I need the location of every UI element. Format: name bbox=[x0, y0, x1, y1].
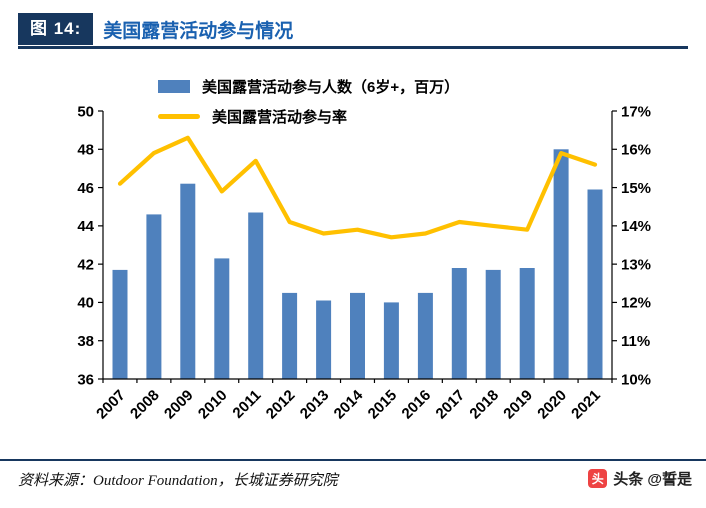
figure-label: 图 14: bbox=[18, 13, 94, 45]
watermark: 头 头条 @誓是 bbox=[588, 468, 692, 489]
x-axis-label: 2013 bbox=[297, 387, 333, 423]
x-axis-label: 2014 bbox=[331, 386, 367, 422]
y-left-label: 38 bbox=[77, 333, 94, 350]
y-right-label: 17% bbox=[621, 103, 651, 120]
y-right-label: 12% bbox=[621, 295, 651, 312]
x-axis-label: 2012 bbox=[263, 387, 299, 423]
x-axis-label: 2010 bbox=[195, 387, 231, 423]
x-axis-label: 2009 bbox=[161, 387, 197, 423]
x-axis-label: 2007 bbox=[93, 387, 129, 423]
bar-2016 bbox=[417, 292, 433, 379]
bar-2018 bbox=[485, 269, 501, 379]
x-axis-label: 2008 bbox=[127, 387, 163, 423]
legend-label-participants: 美国露营活动参与人数（6岁+，百万） bbox=[202, 79, 460, 96]
source-text: 资料来源：Outdoor Foundation，长城证券研究院 bbox=[18, 473, 338, 489]
rate-line bbox=[117, 135, 598, 240]
bar-2020 bbox=[553, 149, 569, 379]
x-axis-label: 2016 bbox=[399, 387, 435, 423]
bar-2008 bbox=[146, 214, 162, 379]
footer-divider bbox=[0, 459, 706, 461]
bar-2012 bbox=[282, 292, 298, 379]
legend-label-rate: 美国露营活动参与率 bbox=[212, 109, 348, 126]
legend-item-rate: 美国露营活动参与率 bbox=[158, 106, 459, 127]
x-axis-label: 2017 bbox=[433, 387, 469, 423]
bar-2010 bbox=[214, 258, 230, 379]
bar-series-swatch bbox=[158, 80, 190, 93]
bar-2017 bbox=[451, 268, 467, 379]
figure-header: 图 14: 美国露营活动参与情况 bbox=[18, 13, 688, 45]
x-axis-label: 2011 bbox=[229, 387, 264, 422]
bar-2015 bbox=[383, 302, 399, 379]
line-series-swatch bbox=[158, 114, 200, 119]
y-left-label: 48 bbox=[77, 142, 94, 159]
bar-2014 bbox=[350, 292, 365, 379]
y-left-label: 50 bbox=[77, 103, 94, 120]
y-right-label: 13% bbox=[621, 256, 651, 273]
x-axis-label: 2020 bbox=[534, 387, 570, 423]
y-right-label: 10% bbox=[621, 371, 651, 388]
y-left-label: 36 bbox=[77, 371, 94, 388]
watermark-text: 头条 @誓是 bbox=[613, 471, 692, 488]
toutiao-icon: 头 bbox=[588, 469, 608, 488]
chart-legend: 美国露营活动参与人数（6岁+，百万） 美国露营活动参与率 bbox=[158, 76, 459, 127]
x-axis-label: 2018 bbox=[466, 387, 502, 423]
y-right-label: 11% bbox=[621, 333, 650, 350]
page-title: 美国露营活动参与情况 bbox=[103, 20, 294, 42]
bar-2021 bbox=[587, 189, 603, 379]
x-axis-label: 2021 bbox=[568, 387, 604, 423]
x-axis-label: 2019 bbox=[500, 387, 536, 423]
bar-2009 bbox=[180, 183, 196, 379]
y-right-label: 14% bbox=[621, 218, 651, 235]
bar-2007 bbox=[112, 269, 128, 379]
bar-2013 bbox=[316, 300, 332, 379]
y-right-label: 15% bbox=[621, 180, 651, 197]
header-divider bbox=[18, 46, 688, 49]
y-right-label: 16% bbox=[621, 142, 651, 159]
combo-chart: 36 38 40 42 44 46 48 50 10% 11% 12% 13% 14% 15% 16% 17%… bbox=[77, 103, 651, 423]
x-axis-label: 2015 bbox=[365, 387, 401, 423]
bar-2019 bbox=[519, 268, 535, 379]
y-left-label: 42 bbox=[77, 256, 94, 273]
legend-item-participants: 美国露营活动参与人数（6岁+，百万） bbox=[158, 76, 459, 97]
y-left-label: 40 bbox=[77, 295, 94, 312]
bar-2011 bbox=[248, 212, 264, 379]
y-left-label: 44 bbox=[77, 218, 94, 235]
y-left-label: 46 bbox=[77, 180, 94, 197]
